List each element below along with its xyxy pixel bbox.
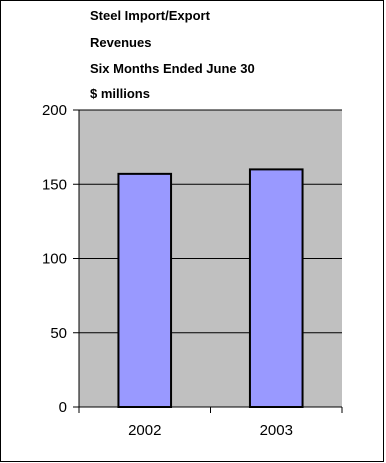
chart-title: Steel Import/Export Revenues Six Months … <box>90 8 255 101</box>
y-tick-label: 200 <box>42 102 67 119</box>
title-line-4: $ millions <box>90 86 150 101</box>
y-tick-label: 100 <box>42 251 67 268</box>
x-tick-label: 2003 <box>260 422 293 439</box>
bar-2002 <box>117 172 173 408</box>
title-line-2: Revenues <box>90 35 151 50</box>
title-line-3: Six Months Ended June 30 <box>90 61 255 76</box>
x-tick-label: 2002 <box>128 422 161 439</box>
y-tick-label: 0 <box>59 399 67 416</box>
y-axis: 0 50 100 150 200 <box>42 102 80 416</box>
title-line-1: Steel Import/Export <box>90 8 211 23</box>
x-axis: 2002 2003 <box>78 406 343 439</box>
y-tick-label: 150 <box>42 176 67 193</box>
bar-2003 <box>248 168 304 408</box>
y-tick-label: 50 <box>50 325 67 342</box>
